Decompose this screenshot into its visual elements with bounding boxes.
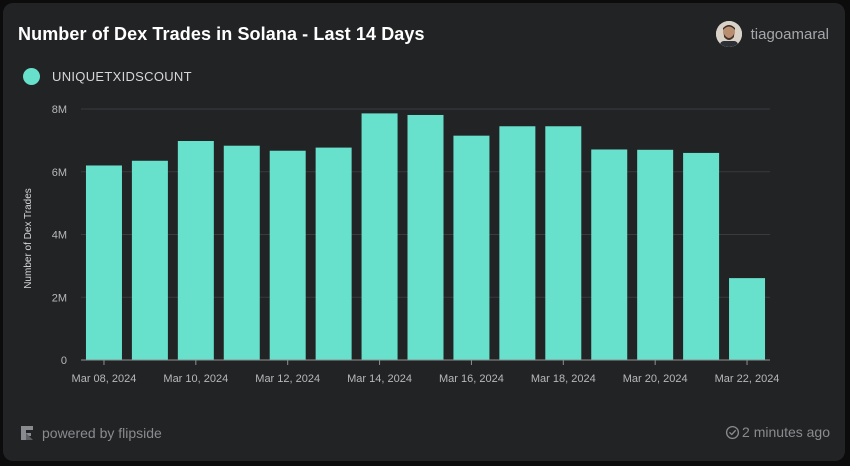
y-tick-label: 2M: [52, 292, 67, 304]
bar: [269, 150, 306, 360]
x-tick-label: Mar 14, 2024: [347, 373, 412, 385]
legend-swatch: [23, 68, 40, 85]
flipside-logo-icon: [21, 426, 33, 440]
y-axis-title: Number of Dex Trades: [23, 188, 34, 289]
avatar[interactable]: [715, 21, 742, 47]
legend-label: UNIQUETXIDSCOUNT: [52, 69, 192, 84]
bar: [453, 135, 490, 360]
y-tick-label: 8M: [52, 104, 67, 116]
last-updated-text: 2 minutes ago: [742, 424, 830, 440]
last-updated: 2 minutes ago: [725, 424, 830, 440]
x-tick-label: Mar 16, 2024: [439, 373, 504, 385]
legend: UNIQUETXIDSCOUNT: [23, 68, 192, 85]
y-tick-label: 6M: [52, 167, 67, 179]
bar: [729, 278, 766, 360]
x-tick-label: Mar 18, 2024: [531, 373, 596, 385]
bar: [85, 165, 122, 360]
x-tick-label: Mar 22, 2024: [715, 373, 780, 385]
bar: [637, 149, 674, 360]
bar: [591, 149, 628, 360]
bar: [131, 160, 168, 360]
username[interactable]: tiagoamaral: [750, 25, 829, 43]
check-circle-icon: [725, 425, 740, 439]
y-tick-label: 4M: [52, 230, 67, 242]
x-tick-label: Mar 12, 2024: [255, 373, 320, 385]
y-tick-label: 0: [61, 355, 67, 367]
chart-card: Number of Dex Trades in Solana - Last 14…: [3, 3, 845, 461]
x-tick-label: Mar 20, 2024: [623, 373, 688, 385]
bar-chart: 0 2M 4M 6M 8M Mar 08, 2024 Mar 10, 2024 Mar 12,…: [23, 104, 780, 385]
x-tick-label: Mar 10, 2024: [163, 373, 228, 385]
bar: [407, 114, 444, 361]
bar: [545, 126, 582, 360]
bar: [499, 126, 536, 360]
bar: [223, 145, 260, 360]
bar: [361, 113, 398, 360]
avatar-image-icon: [715, 21, 742, 47]
author[interactable]: tiagoamaral: [715, 21, 829, 47]
bar: [315, 147, 352, 360]
chart-title: Number of Dex Trades in Solana - Last 14…: [18, 24, 425, 44]
x-tick-label: Mar 08, 2024: [72, 373, 137, 385]
powered-by[interactable]: powered by flipside: [18, 424, 162, 442]
bar: [177, 141, 214, 360]
bar: [683, 152, 720, 360]
powered-by-text[interactable]: powered by flipside: [42, 425, 162, 441]
